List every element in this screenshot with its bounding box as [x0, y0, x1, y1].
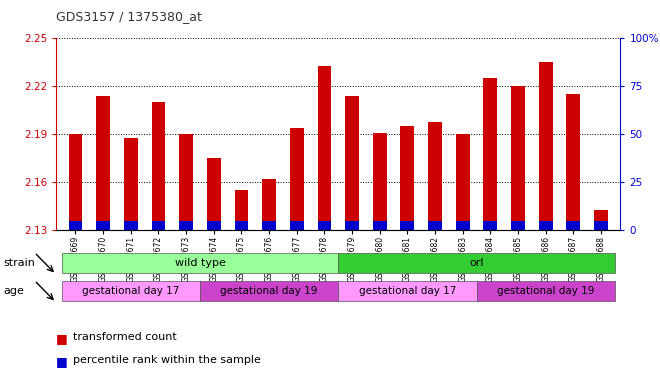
- Bar: [152, 103, 166, 230]
- Bar: [124, 137, 138, 230]
- Bar: [96, 96, 110, 230]
- Bar: [124, 221, 138, 230]
- Text: strain: strain: [3, 258, 35, 268]
- Bar: [317, 66, 331, 230]
- Bar: [262, 179, 276, 230]
- Bar: [594, 221, 608, 230]
- Bar: [428, 122, 442, 230]
- Bar: [484, 221, 497, 230]
- Bar: [477, 281, 615, 301]
- Bar: [207, 221, 220, 230]
- Bar: [317, 221, 331, 230]
- Text: gestational day 17: gestational day 17: [359, 286, 456, 296]
- Bar: [566, 221, 580, 230]
- Bar: [180, 221, 193, 230]
- Bar: [61, 253, 338, 273]
- Bar: [566, 94, 580, 230]
- Bar: [373, 221, 387, 230]
- Bar: [373, 133, 387, 230]
- Bar: [234, 190, 248, 230]
- Bar: [180, 134, 193, 230]
- Bar: [345, 96, 359, 230]
- Bar: [539, 221, 552, 230]
- Bar: [456, 221, 470, 230]
- Text: wild type: wild type: [174, 258, 225, 268]
- Text: gestational day 19: gestational day 19: [220, 286, 317, 296]
- Text: orl: orl: [469, 258, 484, 268]
- Text: GDS3157 / 1375380_at: GDS3157 / 1375380_at: [56, 10, 202, 23]
- Bar: [69, 134, 82, 230]
- Bar: [539, 63, 552, 230]
- Text: gestational day 17: gestational day 17: [82, 286, 180, 296]
- Bar: [428, 221, 442, 230]
- Bar: [345, 221, 359, 230]
- Bar: [290, 128, 304, 230]
- Bar: [200, 281, 338, 301]
- Bar: [594, 210, 608, 230]
- Bar: [338, 281, 477, 301]
- Bar: [262, 221, 276, 230]
- Text: percentile rank within the sample: percentile rank within the sample: [73, 355, 261, 365]
- Bar: [152, 221, 166, 230]
- Text: age: age: [3, 286, 24, 296]
- Bar: [234, 221, 248, 230]
- Bar: [96, 221, 110, 230]
- Bar: [511, 86, 525, 230]
- Bar: [401, 221, 414, 230]
- Text: ■: ■: [56, 332, 68, 345]
- Bar: [69, 221, 82, 230]
- Bar: [511, 221, 525, 230]
- Bar: [338, 253, 615, 273]
- Bar: [456, 134, 470, 230]
- Text: transformed count: transformed count: [73, 332, 176, 342]
- Bar: [484, 78, 497, 230]
- Text: ■: ■: [56, 355, 68, 368]
- Text: gestational day 19: gestational day 19: [497, 286, 595, 296]
- Bar: [401, 126, 414, 230]
- Bar: [61, 281, 200, 301]
- Bar: [290, 221, 304, 230]
- Bar: [207, 159, 220, 230]
